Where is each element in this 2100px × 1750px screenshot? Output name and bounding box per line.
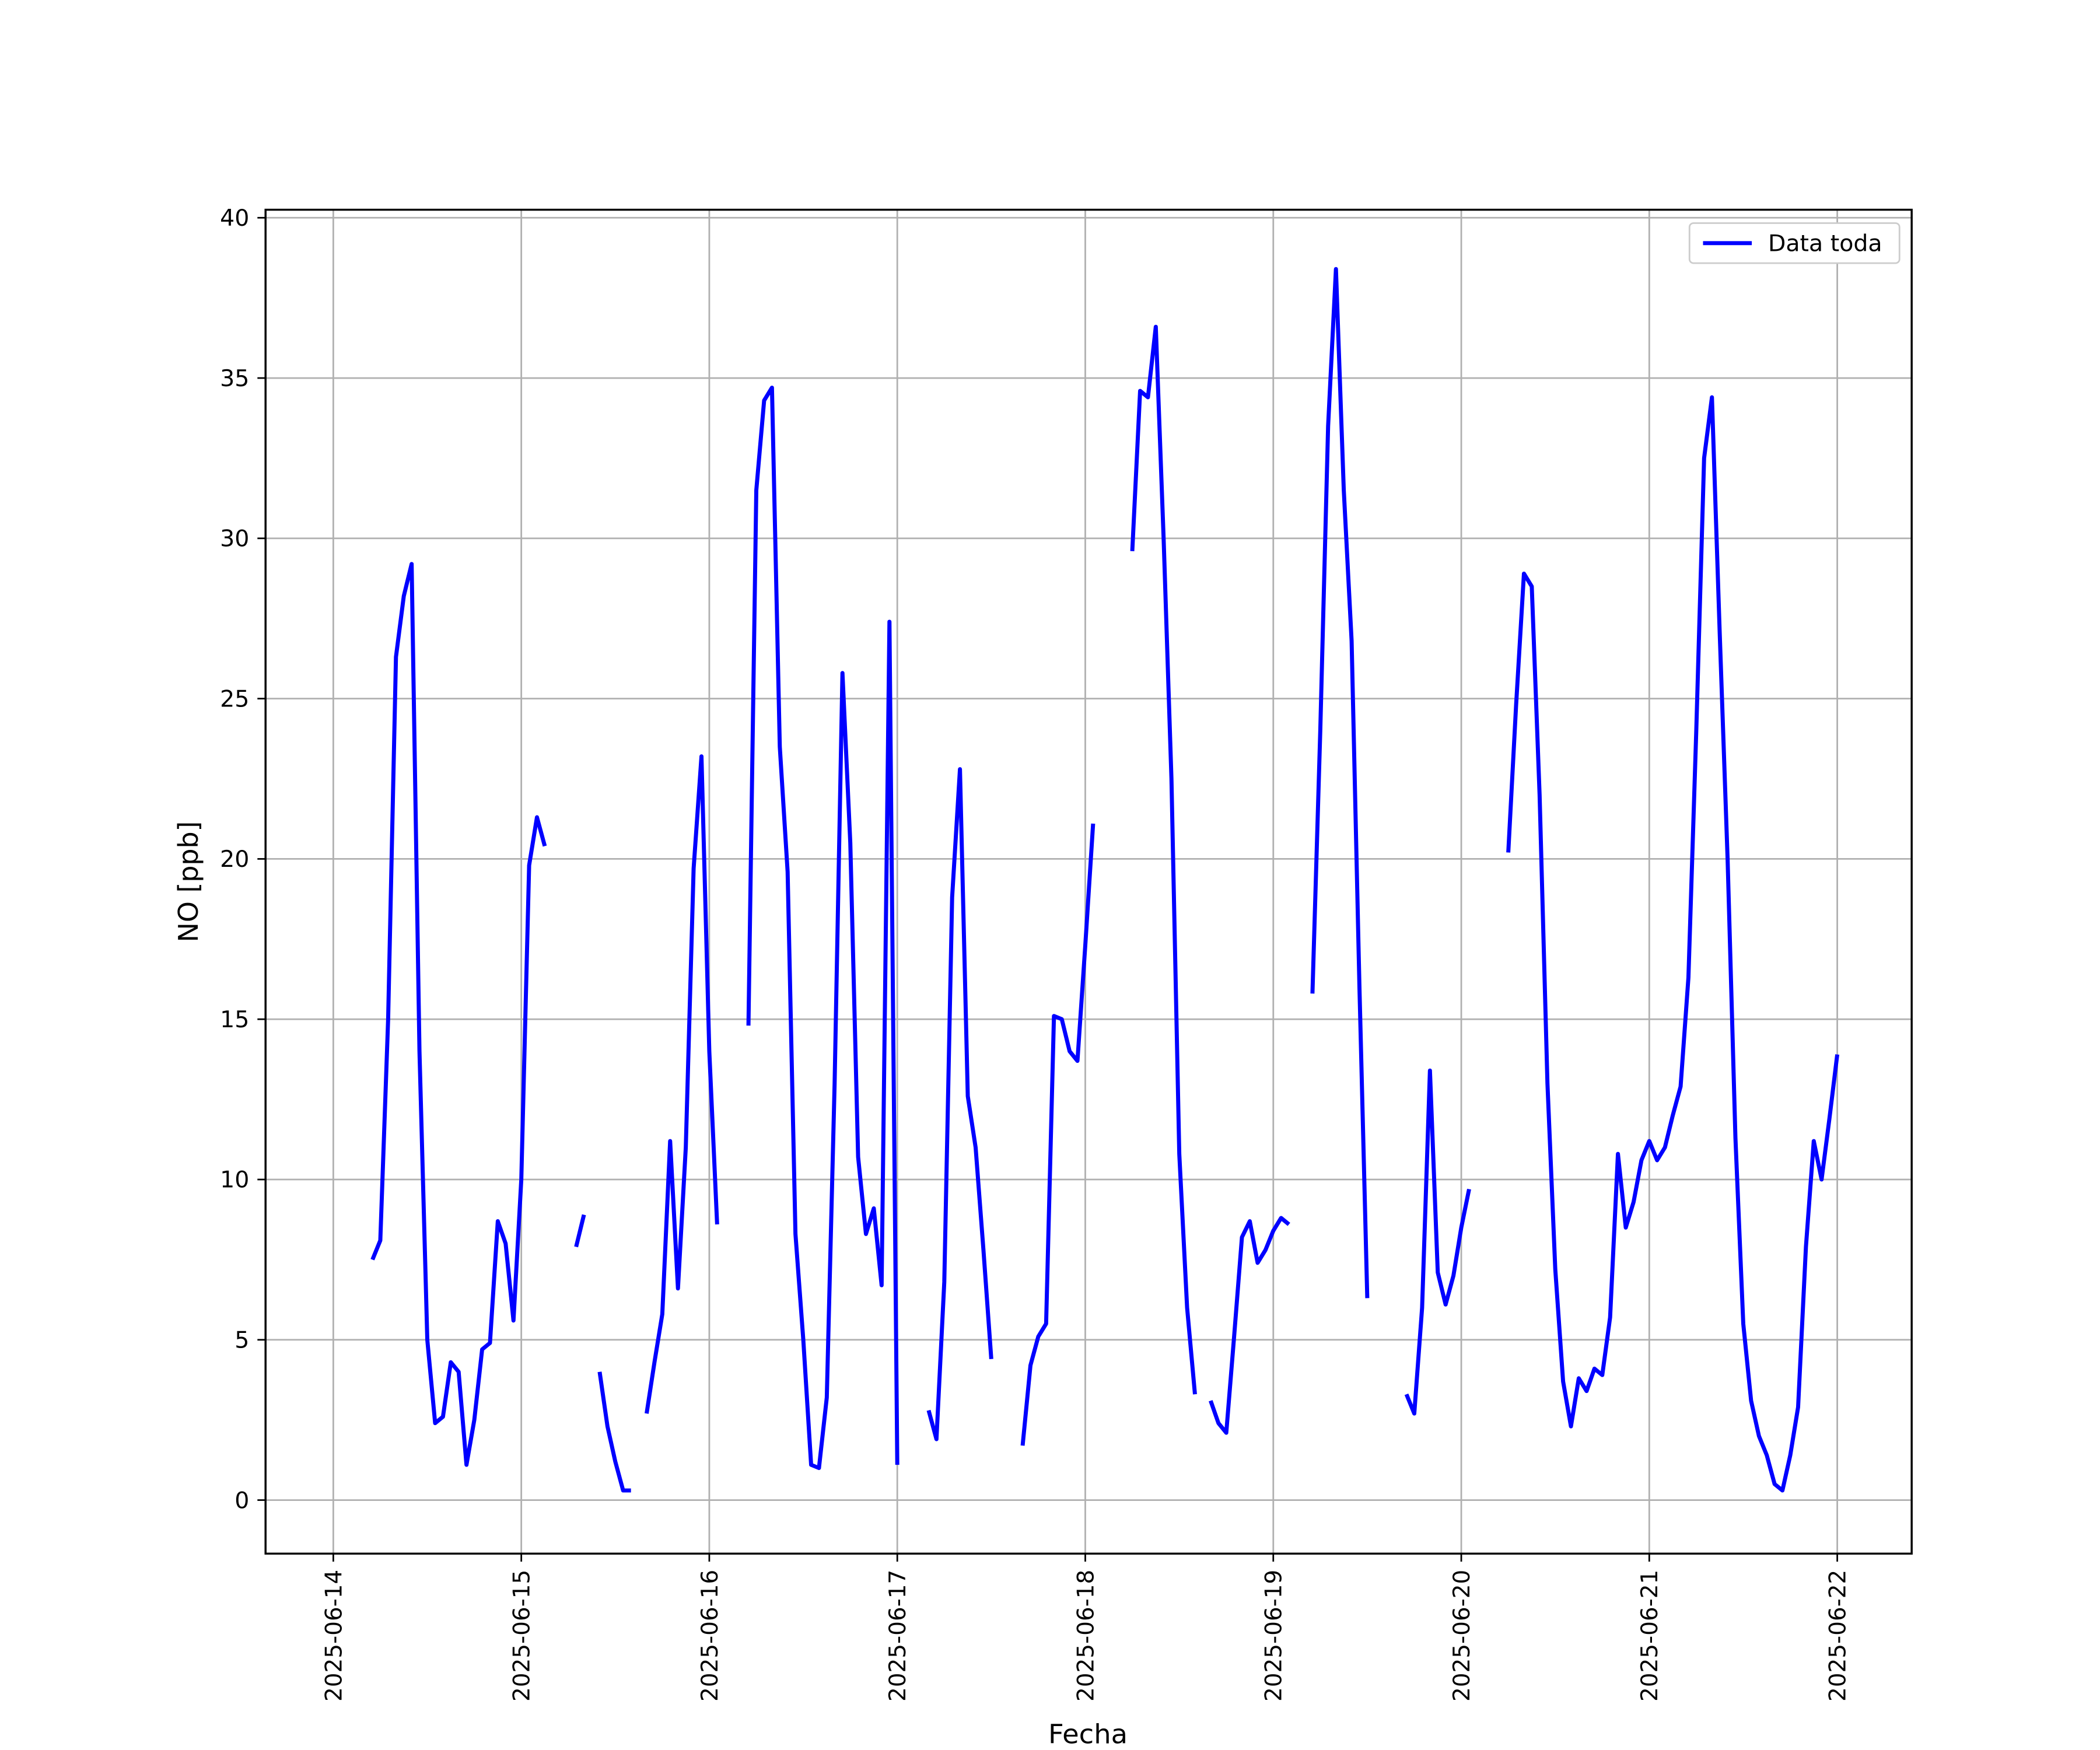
x-tick-label: 2025-06-15	[509, 1570, 535, 1702]
x-tick-label: 2025-06-19	[1261, 1570, 1287, 1702]
y-tick-label: 10	[220, 1167, 249, 1194]
y-tick-label: 40	[220, 205, 249, 232]
x-tick-label: 2025-06-22	[1825, 1570, 1851, 1702]
y-tick-label: 0	[235, 1488, 249, 1514]
x-tick-label: 2025-06-16	[697, 1570, 723, 1702]
x-tick-label: 2025-06-14	[321, 1570, 347, 1702]
y-tick-label: 35	[220, 366, 249, 392]
x-tick-label: 2025-06-20	[1449, 1570, 1475, 1702]
y-tick-label: 25	[220, 687, 249, 713]
legend-label: Data toda	[1768, 231, 1882, 257]
plot-frame	[264, 208, 1913, 1555]
data-line	[370, 267, 1840, 1493]
x-tick-label: 2025-06-18	[1073, 1570, 1099, 1702]
legend-box	[1688, 222, 1901, 264]
y-tick-label: 15	[220, 1007, 249, 1033]
x-tick-label: 2025-06-21	[1637, 1570, 1663, 1702]
x-axis-label: Fecha	[1048, 1718, 1128, 1750]
y-tick-label: 20	[220, 846, 249, 873]
y-tick-label: 5	[235, 1328, 249, 1354]
x-tick-label: 2025-06-17	[885, 1570, 911, 1702]
y-tick-label: 30	[220, 526, 249, 552]
y-axis-label: NO [ppb]	[173, 821, 204, 943]
